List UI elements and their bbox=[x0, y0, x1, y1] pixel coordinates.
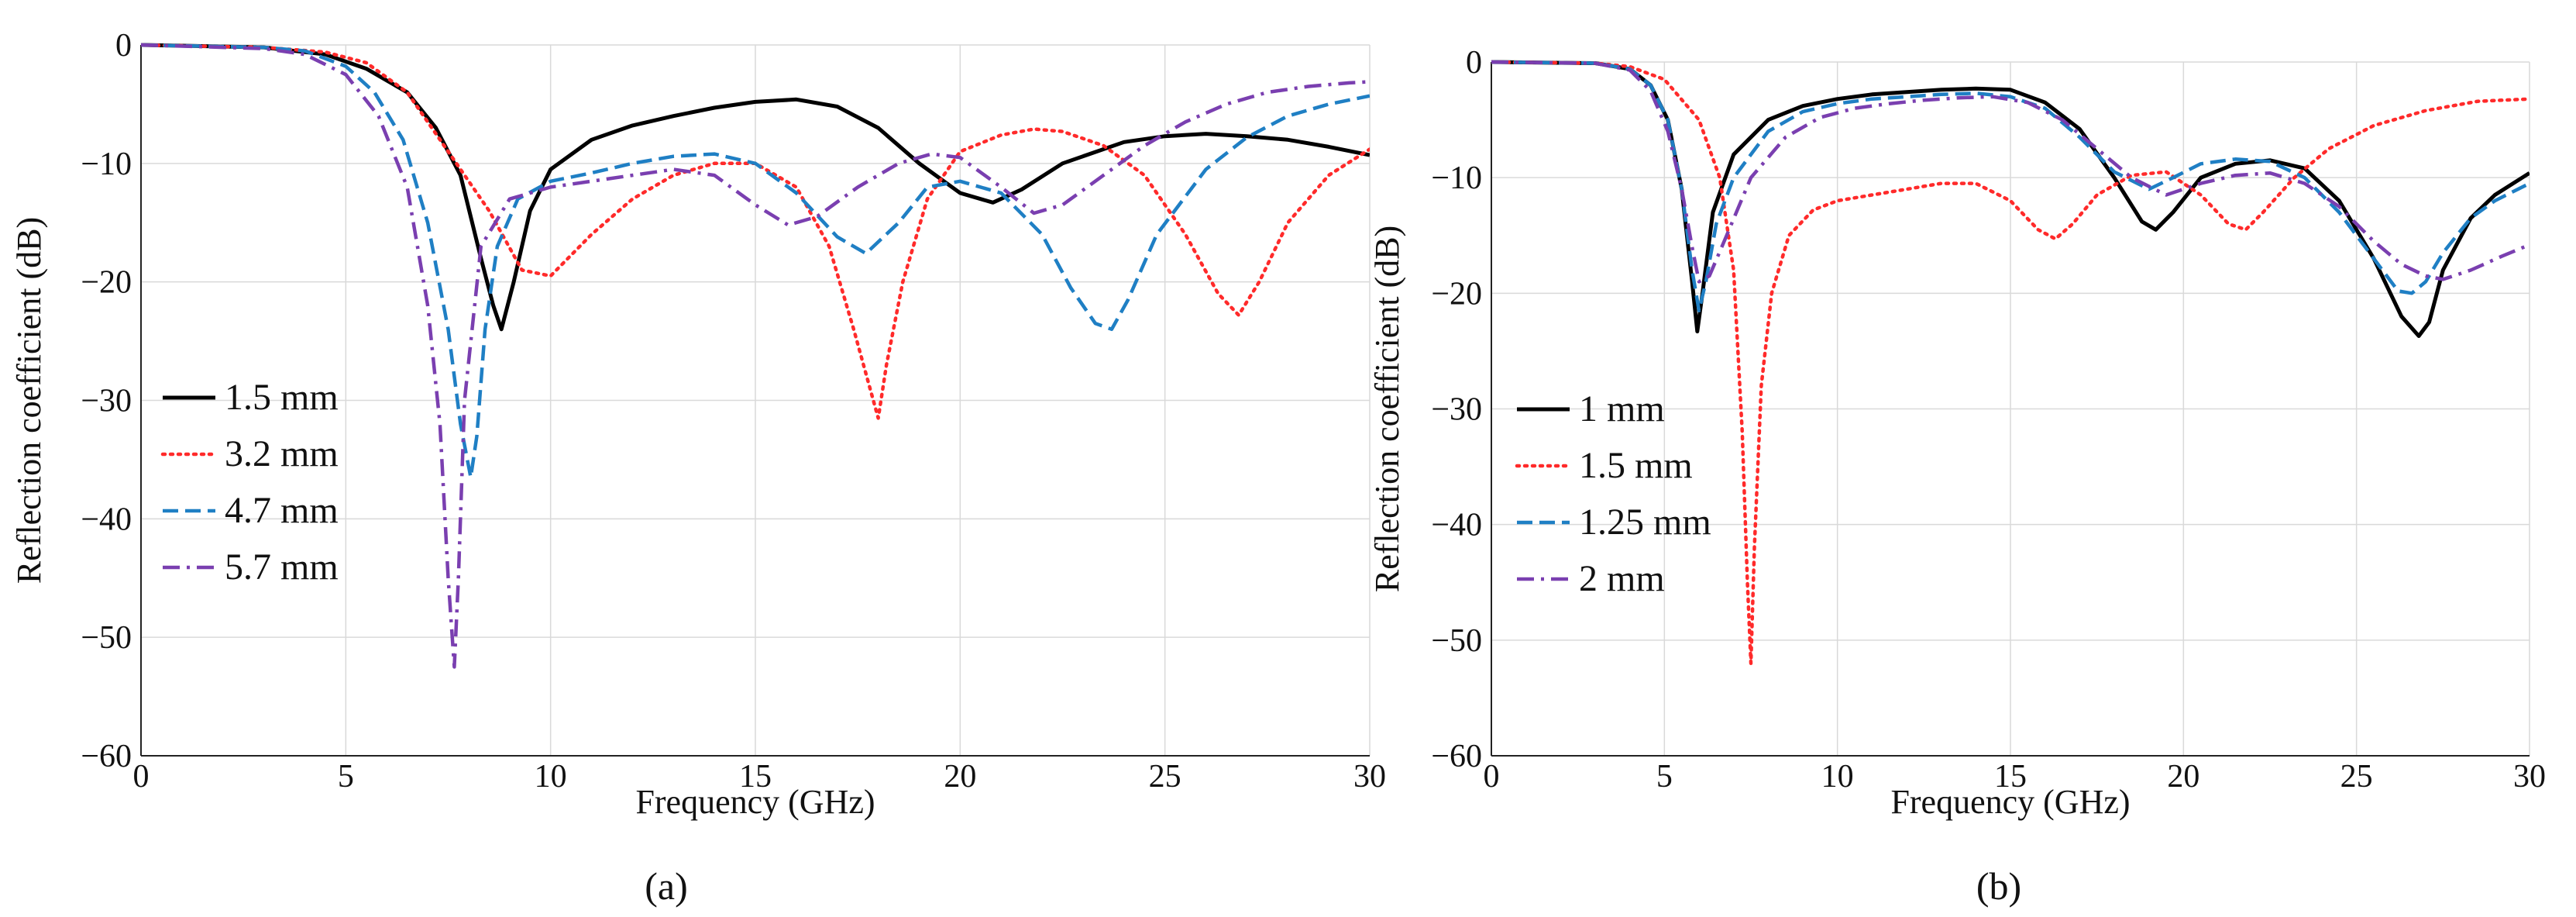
legend-label: 1.5 mm bbox=[225, 377, 339, 418]
y-tick-label: 0 bbox=[1466, 45, 1482, 81]
x-tick-label: 20 bbox=[2167, 759, 2199, 795]
legend-label: 1.5 mm bbox=[1579, 445, 1693, 486]
legend-label: 1.25 mm bbox=[1579, 502, 1711, 543]
legend-label: 1 mm bbox=[1579, 388, 1665, 429]
y-tick-label: 0 bbox=[115, 28, 132, 64]
y-axis-label: Reflection coefficient (dB) bbox=[10, 217, 48, 584]
y-tick-label: −50 bbox=[81, 620, 132, 656]
legend-label: 3.2 mm bbox=[225, 433, 339, 474]
x-tick-label: 30 bbox=[1353, 759, 1386, 795]
y-tick-label: −30 bbox=[81, 384, 132, 419]
panel-caption: (a) bbox=[645, 864, 688, 908]
x-tick-label: 20 bbox=[944, 759, 976, 795]
legend: 1.5 mm 3.2 mm 4.7 mm 5.7 mm bbox=[160, 377, 339, 588]
series-line-1-5-mm bbox=[1491, 60, 2530, 665]
y-tick-label: −40 bbox=[1431, 508, 1482, 543]
chart-panel-a: 0 5 10 15 20 25 30 0 −10 −20 −30 −40 −50 −60 Frequency… bbox=[10, 28, 1386, 908]
x-tick-label: 10 bbox=[1821, 759, 1854, 795]
y-tick-label: −50 bbox=[1431, 623, 1482, 659]
x-tick-label: 10 bbox=[535, 759, 567, 795]
y-tick-label: −60 bbox=[1431, 739, 1482, 774]
x-tick-label: 5 bbox=[1656, 759, 1673, 795]
panel-caption: (b) bbox=[1976, 864, 2021, 908]
x-axis-label: Frequency (GHz) bbox=[1890, 783, 2130, 821]
series-line-5-7-mm bbox=[141, 43, 1370, 669]
series-line-4-7-mm bbox=[141, 43, 1370, 480]
y-tick-label: −20 bbox=[1431, 276, 1482, 312]
series-line-3-2-mm bbox=[141, 43, 1370, 420]
y-tick-label: −20 bbox=[81, 265, 132, 301]
legend-label: 2 mm bbox=[1579, 558, 1665, 599]
x-tick-label: 25 bbox=[1149, 759, 1181, 795]
x-tick-label: 30 bbox=[2513, 759, 2546, 795]
y-tick-label: −60 bbox=[81, 739, 132, 774]
y-tick-label: −10 bbox=[1431, 160, 1482, 196]
legend: 1 mm 1.5 mm 1.25 mm 2 mm bbox=[1515, 388, 1711, 599]
y-tick-label: −30 bbox=[1431, 392, 1482, 428]
legend-label: 5.7 mm bbox=[225, 546, 339, 588]
x-tick-label: 0 bbox=[133, 759, 150, 795]
y-tick-label: −40 bbox=[81, 502, 132, 537]
legend-label: 4.7 mm bbox=[225, 490, 339, 531]
x-tick-label: 25 bbox=[2340, 759, 2373, 795]
chart-panel-b: 0 5 10 15 20 25 30 0 −10 −20 −30 −40 −50 −60 Frequency… bbox=[1368, 45, 2546, 908]
series-line-2-mm bbox=[1491, 60, 2530, 284]
x-tick-label: 15 bbox=[1994, 759, 2027, 795]
series-line-1-25-mm bbox=[1491, 60, 2530, 312]
series-line-1-mm bbox=[1491, 60, 2530, 338]
x-tick-label: 0 bbox=[1484, 759, 1500, 795]
y-tick-label: −10 bbox=[81, 147, 132, 182]
x-tick-label: 15 bbox=[739, 759, 772, 795]
y-axis-label: Reflection coefficient (dB) bbox=[1368, 226, 1406, 592]
x-tick-label: 5 bbox=[338, 759, 354, 795]
x-axis-label: Frequency (GHz) bbox=[635, 783, 875, 821]
